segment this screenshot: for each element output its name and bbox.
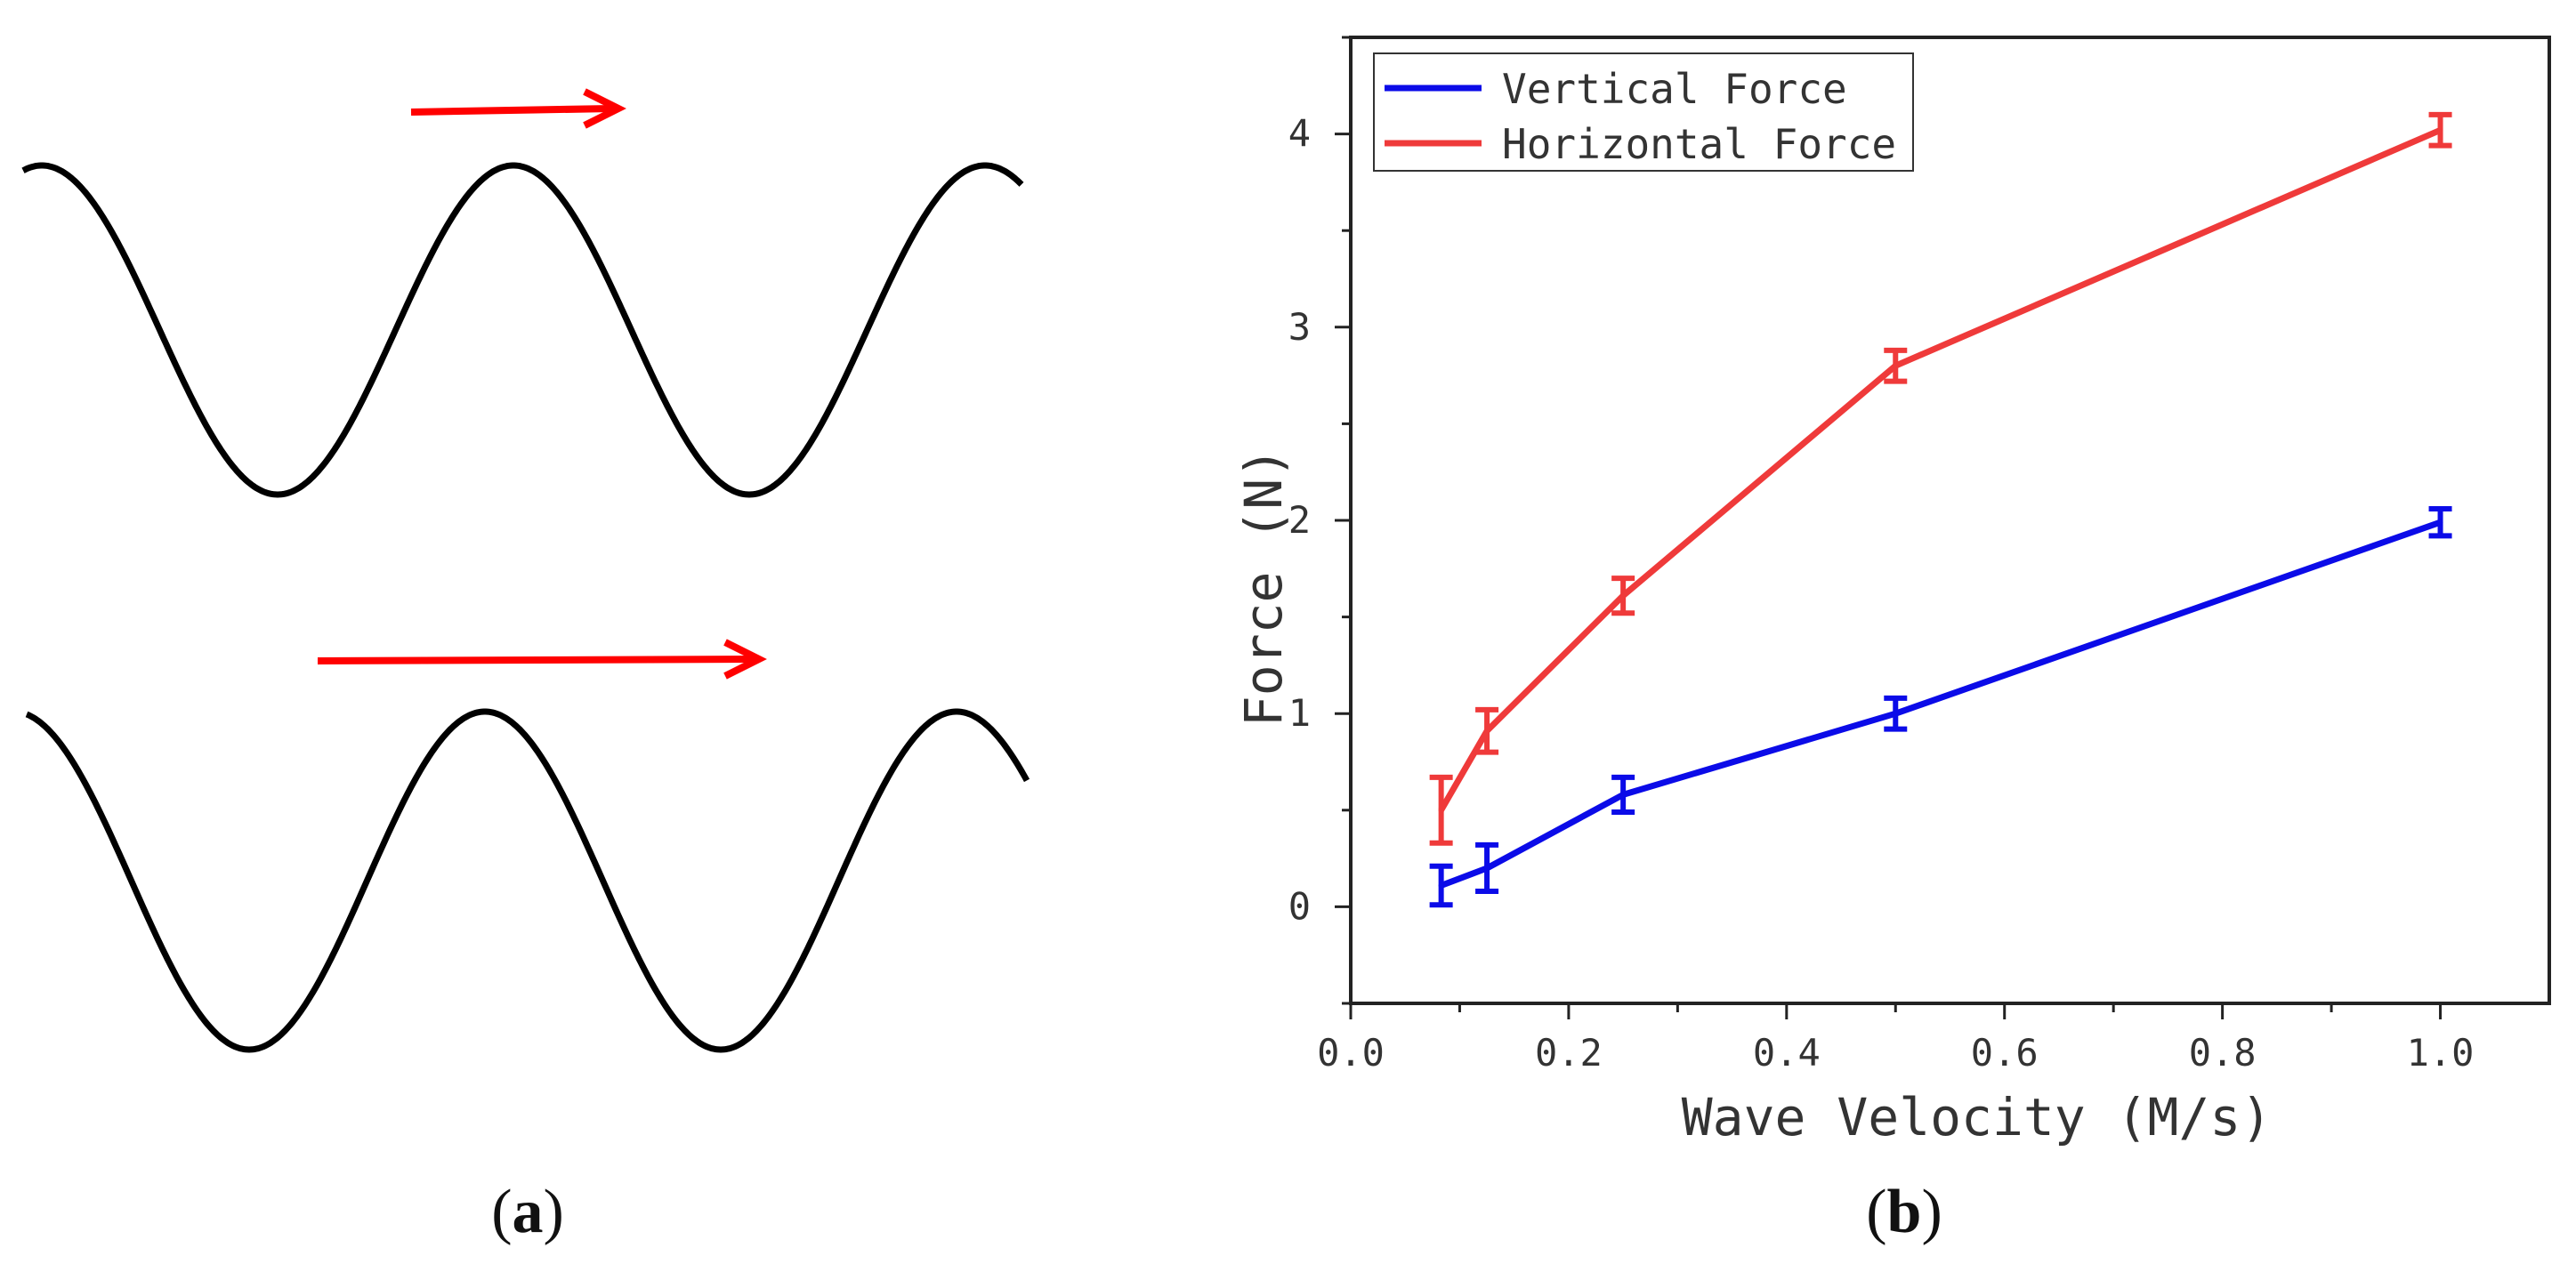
label-paren-open: (	[491, 1178, 512, 1246]
label-letter: b	[1887, 1178, 1922, 1246]
legend-label: Vertical Force	[1502, 65, 1847, 113]
x-tick-label: 0.4	[1753, 1031, 1821, 1075]
legend: Vertical Force Horizontal Force	[1373, 52, 1914, 172]
series-vertical-force	[1429, 505, 2452, 908]
data-point	[1438, 882, 1444, 889]
x-tick-label: 0.6	[1971, 1031, 2039, 1075]
data-point	[1893, 363, 1899, 369]
legend-item: Vertical Force	[1385, 65, 1847, 113]
data-point	[1620, 592, 1627, 599]
y-tick-label: 3	[1288, 305, 1311, 349]
data-point	[1484, 728, 1490, 734]
label-paren-close: )	[544, 1178, 564, 1246]
panel-a-wave-diagram	[21, 88, 1030, 1053]
data-point	[2437, 127, 2443, 133]
panel-a-label: (a)	[491, 1178, 564, 1246]
series-layer	[1429, 111, 2452, 908]
x-tick-label: 0.2	[1535, 1031, 1603, 1075]
panel-b-chart: 0.0 0.2 0.4 0.6 0.8 1.0 0 1 2 3 4 Wave Velocity (…	[1233, 36, 2551, 1147]
arrow-right-icon	[317, 639, 767, 680]
label-letter: a	[513, 1178, 544, 1246]
x-tick-label: 1.0	[2407, 1031, 2475, 1075]
arrow-right-icon	[410, 88, 626, 129]
data-point	[2437, 519, 2443, 526]
y-axis-label: Force (N)	[1233, 447, 1294, 727]
x-axis-label: Wave Velocity (M/s)	[1682, 1087, 2272, 1147]
data-point	[1438, 807, 1444, 813]
data-point	[1620, 792, 1627, 798]
y-axis: 0 1 2 3 4	[1288, 36, 1351, 1005]
x-tick-label: 0.0	[1317, 1031, 1385, 1075]
y-tick-label: 2	[1288, 498, 1311, 542]
y-tick-label: 4	[1288, 112, 1311, 156]
y-tick-label: 1	[1288, 691, 1311, 735]
x-axis: 0.0 0.2 0.4 0.6 0.8 1.0	[1317, 1003, 2474, 1075]
x-tick-label: 0.8	[2189, 1031, 2257, 1075]
legend-label: Horizontal Force	[1502, 120, 1896, 168]
wave-curve-bottom	[25, 708, 1030, 1053]
series-line	[1440, 519, 2442, 889]
label-paren-close: )	[1921, 1178, 1942, 1246]
label-paren-open: (	[1866, 1178, 1886, 1246]
data-point	[1893, 711, 1899, 717]
data-point	[1484, 865, 1490, 871]
y-tick-label: 0	[1288, 884, 1311, 928]
panel-b-label: (b)	[1866, 1178, 1942, 1246]
series-horizontal-force	[1429, 111, 2452, 846]
wave-curve-top	[21, 162, 1024, 498]
series-line	[1438, 127, 2442, 812]
legend-item: Horizontal Force	[1385, 120, 1896, 168]
legend-box	[1373, 52, 1914, 172]
plot-frame	[1349, 36, 2551, 1005]
